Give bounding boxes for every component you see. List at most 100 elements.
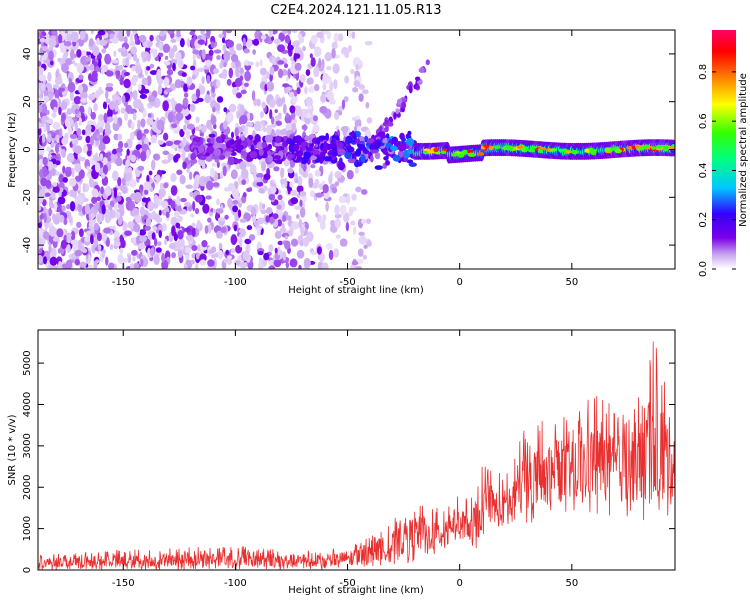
- spectrogram-blob: [327, 31, 332, 40]
- spectrogram-blob: [195, 136, 201, 143]
- spectrogram-blob: [101, 252, 106, 259]
- spectrogram-blob: [565, 150, 572, 154]
- spectrogram-blob: [201, 240, 208, 248]
- spectrogram-blob: [58, 181, 65, 191]
- spectrogram-blob: [483, 144, 490, 148]
- tick-label: 50: [565, 277, 578, 288]
- spectrogram-blob: [190, 158, 198, 164]
- spectrogram-blob: [309, 190, 316, 198]
- spectrogram-blob: [67, 153, 75, 163]
- spectrogram-blob: [321, 262, 329, 269]
- spectrogram-blob: [354, 265, 362, 269]
- spectrogram-blob: [73, 62, 78, 67]
- spectrogram-blob: [161, 159, 169, 165]
- spectrogram-blob: [227, 197, 233, 208]
- spectrogram-blob: [50, 60, 54, 66]
- spectrogram-blob: [90, 111, 96, 120]
- tick-label: 40: [22, 48, 33, 61]
- spectrogram-blob: [61, 137, 69, 146]
- spectrogram-blob: [363, 244, 368, 249]
- spectrogram-blob: [194, 262, 199, 269]
- spectrogram-blob: [255, 61, 260, 67]
- spectrogram-blob: [143, 128, 150, 134]
- spectrogram-blob: [121, 258, 129, 263]
- spectrogram-blob: [175, 112, 184, 122]
- spectrogram-blob: [224, 214, 229, 220]
- spectrogram-blob: [106, 108, 113, 119]
- spectrogram-blob: [211, 155, 220, 160]
- spectrogram-blob: [231, 187, 240, 199]
- spectrogram-blob: [42, 199, 47, 207]
- spectrogram-blob: [505, 145, 513, 149]
- spectrogram-blob: [213, 257, 217, 269]
- spectrogram-blob: [57, 33, 63, 44]
- spectrogram-blob: [197, 39, 205, 45]
- spectrogram-blob: [355, 166, 359, 175]
- spectrogram-blob: [334, 171, 342, 179]
- spectrogram-blob: [215, 136, 223, 144]
- spectrogram-blob: [112, 120, 120, 132]
- spectrogram-blob: [261, 142, 267, 148]
- spectrogram-blob: [101, 233, 107, 242]
- spectrogram-blob: [117, 96, 122, 105]
- spectrogram-blob: [358, 231, 365, 237]
- spectrogram-blob: [192, 200, 196, 212]
- spectrogram-blob: [328, 249, 334, 261]
- spectrogram-y-label: Frequency (Hz): [7, 112, 18, 188]
- spectrogram-blob: [130, 154, 137, 163]
- spectrogram-blob: [184, 202, 191, 207]
- spectrogram-blob: [196, 219, 201, 230]
- spectrogram-blob: [281, 214, 287, 223]
- spectrogram-blob: [40, 237, 46, 246]
- spectrogram-blob: [333, 79, 338, 90]
- spectrogram-blob: [241, 179, 247, 185]
- spectrogram-blob: [351, 260, 359, 266]
- spectrogram-blob: [357, 248, 364, 257]
- spectrogram-blob: [183, 124, 187, 131]
- spectrogram-blob: [346, 169, 354, 180]
- spectrogram-blob: [74, 249, 83, 257]
- spectrogram-blob: [191, 222, 196, 227]
- spectrogram-blob: [38, 128, 42, 136]
- spectrogram-blob: [282, 83, 290, 88]
- spectrogram-blob: [351, 31, 356, 39]
- spectrogram-blob: [171, 123, 178, 129]
- spectrogram-blob: [151, 159, 156, 171]
- spectrogram-blob: [47, 71, 52, 82]
- spectrogram-blob: [104, 186, 112, 197]
- spectrogram-blob: [38, 87, 41, 96]
- spectrogram-blob: [299, 74, 306, 83]
- spectrogram-blob: [78, 37, 85, 47]
- spectrogram-blob: [186, 167, 190, 174]
- spectrogram-blob: [337, 33, 344, 42]
- spectrogram-blob: [222, 44, 227, 52]
- spectrogram-blob: [337, 161, 346, 171]
- spectrogram-blob: [310, 34, 318, 45]
- spectrogram-blob: [119, 234, 124, 244]
- spectrogram-blob: [146, 66, 151, 71]
- tick-label: -50: [339, 277, 355, 288]
- spectrogram-blob: [163, 77, 170, 87]
- spectrogram-blob: [208, 49, 214, 57]
- spectrogram-blob: [334, 204, 340, 216]
- spectrogram-blob: [314, 84, 320, 92]
- spectrogram-blob: [48, 264, 53, 269]
- spectrogram-blob: [168, 48, 175, 60]
- spectrogram-blob: [604, 147, 611, 152]
- spectrogram-blob: [361, 189, 368, 195]
- spectrogram-blob: [275, 128, 281, 136]
- spectrogram-blob: [91, 188, 99, 198]
- spectrogram-blob: [110, 153, 115, 161]
- spectrogram-blob: [100, 66, 105, 75]
- spectrogram-blob: [287, 44, 294, 51]
- spectrogram-blob: [104, 53, 112, 65]
- spectrogram-blob: [97, 119, 102, 126]
- spectrogram-blob: [331, 47, 336, 59]
- spectrogram-blob: [66, 243, 71, 253]
- spectrogram-blob: [322, 83, 327, 91]
- spectrogram-blob: [149, 247, 155, 257]
- spectrogram-blob: [165, 140, 174, 147]
- spectrogram-blob: [115, 157, 123, 167]
- spectrogram-blob: [57, 196, 66, 205]
- spectrogram-blob: [286, 88, 290, 93]
